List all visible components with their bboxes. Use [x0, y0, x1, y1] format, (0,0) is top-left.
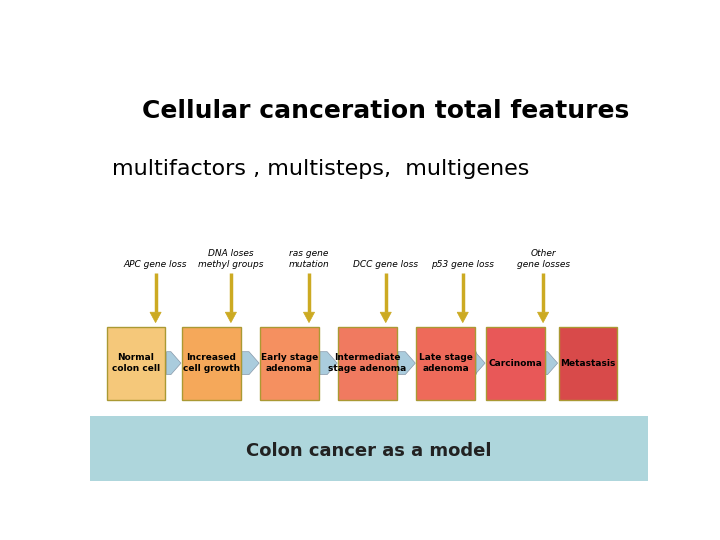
Text: Other
gene losses: Other gene losses [516, 249, 570, 268]
Bar [90, 416, 648, 481]
Text: Cellular canceration total features: Cellular canceration total features [142, 98, 629, 123]
Text: Increased
cell growth: Increased cell growth [183, 354, 240, 373]
Text: Intermediate
stage adenoma: Intermediate stage adenoma [328, 354, 407, 373]
Polygon shape [457, 312, 468, 322]
Bar [182, 327, 240, 400]
Bar [486, 327, 545, 400]
Text: Metastasis: Metastasis [560, 359, 616, 368]
Text: APC gene loss: APC gene loss [124, 260, 187, 268]
Polygon shape [380, 312, 392, 322]
Text: Colon cancer as a model: Colon cancer as a model [246, 442, 492, 460]
Polygon shape [320, 352, 337, 375]
Polygon shape [166, 352, 181, 375]
Text: Carcinoma: Carcinoma [489, 359, 542, 368]
Bar [338, 327, 397, 400]
Polygon shape [303, 312, 315, 322]
Polygon shape [150, 312, 161, 322]
Text: Normal
colon cell: Normal colon cell [112, 354, 160, 373]
Bar [260, 327, 319, 400]
Text: ras gene
mutation: ras gene mutation [289, 249, 329, 268]
Bar [107, 327, 166, 400]
Bar [559, 327, 617, 400]
Text: Late stage
adenoma: Late stage adenoma [419, 354, 472, 373]
Text: DCC gene loss: DCC gene loss [354, 260, 418, 268]
Bar [416, 327, 475, 400]
Polygon shape [475, 352, 485, 375]
Text: multifactors , multisteps,  multigenes: multifactors , multisteps, multigenes [112, 159, 530, 179]
Text: p53 gene loss: p53 gene loss [431, 260, 494, 268]
Text: DNA loses
methyl groups: DNA loses methyl groups [198, 249, 264, 268]
Polygon shape [242, 352, 259, 375]
Text: Early stage
adenoma: Early stage adenoma [261, 354, 318, 373]
Polygon shape [225, 312, 236, 322]
Polygon shape [538, 312, 549, 322]
Polygon shape [398, 352, 415, 375]
Polygon shape [546, 352, 557, 375]
